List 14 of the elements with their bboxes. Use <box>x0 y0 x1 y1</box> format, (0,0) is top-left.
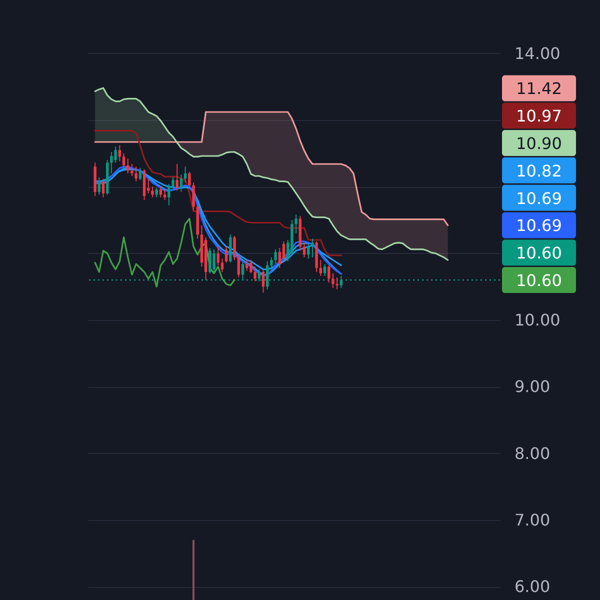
text: 11.42 <box>516 79 562 98</box>
text: 10.69 <box>516 188 562 208</box>
y-tick-label: 7.00 <box>514 510 550 530</box>
y-tick-label: 10.00 <box>514 310 560 330</box>
y-tick-label: 14.00 <box>514 44 560 63</box>
y-tick-label: 9.00 <box>514 377 550 396</box>
ref-line-label: 10.60 <box>516 244 562 263</box>
text: 10.90 <box>516 134 562 153</box>
text: 10.82 <box>516 161 562 180</box>
y-tick-label: 6.00 <box>514 577 550 596</box>
text: 10.97 <box>516 106 562 126</box>
y-tick-label: 8.00 <box>514 444 550 463</box>
text: 10.69 <box>516 216 562 236</box>
text: 10.60 <box>516 271 562 290</box>
